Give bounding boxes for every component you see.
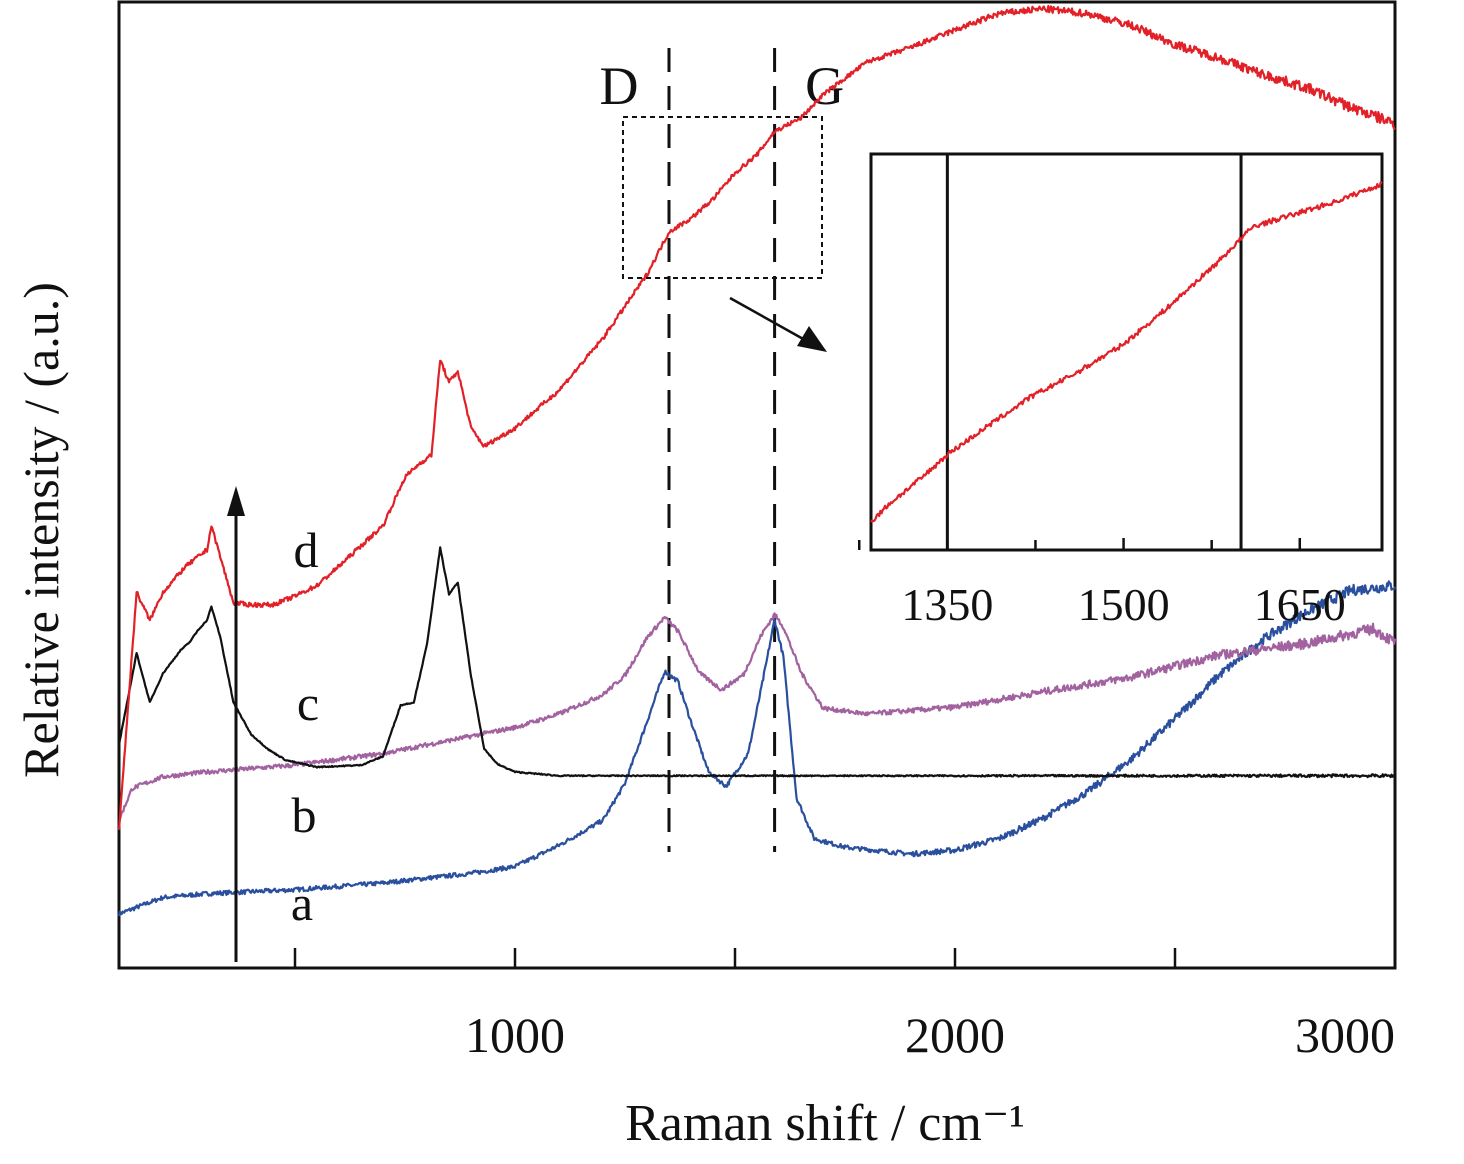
series-d-label: d — [294, 522, 319, 578]
band-label: D — [600, 56, 639, 116]
trend-arrowhead — [227, 486, 245, 516]
y-axis-label: Relative intensity / (a.u.) — [13, 282, 69, 778]
series-c-line — [117, 546, 1396, 779]
inset-tick-label: 1350 — [901, 579, 993, 630]
series-layer — [117, 4, 1397, 917]
zoom-box — [622, 116, 823, 279]
zoom-pointer-arrowhead — [797, 326, 827, 352]
inset-series-d-line — [870, 181, 1383, 523]
x-axis-label: Raman shift / cm⁻¹ — [625, 1095, 1025, 1152]
inset-ticks: 1350 1500 1650 — [858, 538, 1346, 630]
x-tick-label: 1000 — [465, 1007, 565, 1063]
x-tick-label: 2000 — [905, 1007, 1005, 1063]
series-a-line — [117, 580, 1397, 917]
series-a-label: a — [291, 875, 313, 931]
inset-tick-label: 1500 — [1078, 579, 1170, 630]
series-b-line — [118, 612, 1397, 821]
inset-series-layer — [870, 181, 1383, 523]
inset-markers — [945, 154, 1243, 550]
inset-frame — [869, 152, 1384, 552]
series-c-label: c — [297, 675, 319, 731]
inset-tick-label: 1650 — [1254, 579, 1346, 630]
series-labels: abc d — [291, 522, 319, 931]
series-b-label: b — [292, 787, 317, 843]
x-axis-ticks: 1000 2000 3000 — [293, 948, 1397, 1063]
x-tick-label: 3000 — [1295, 1007, 1395, 1063]
plot-frame — [117, 0, 1397, 970]
inset-plot: 1350 1500 1650 — [858, 152, 1384, 630]
zoom-pointer-arrow — [729, 296, 806, 342]
series-d-line — [117, 4, 1396, 830]
